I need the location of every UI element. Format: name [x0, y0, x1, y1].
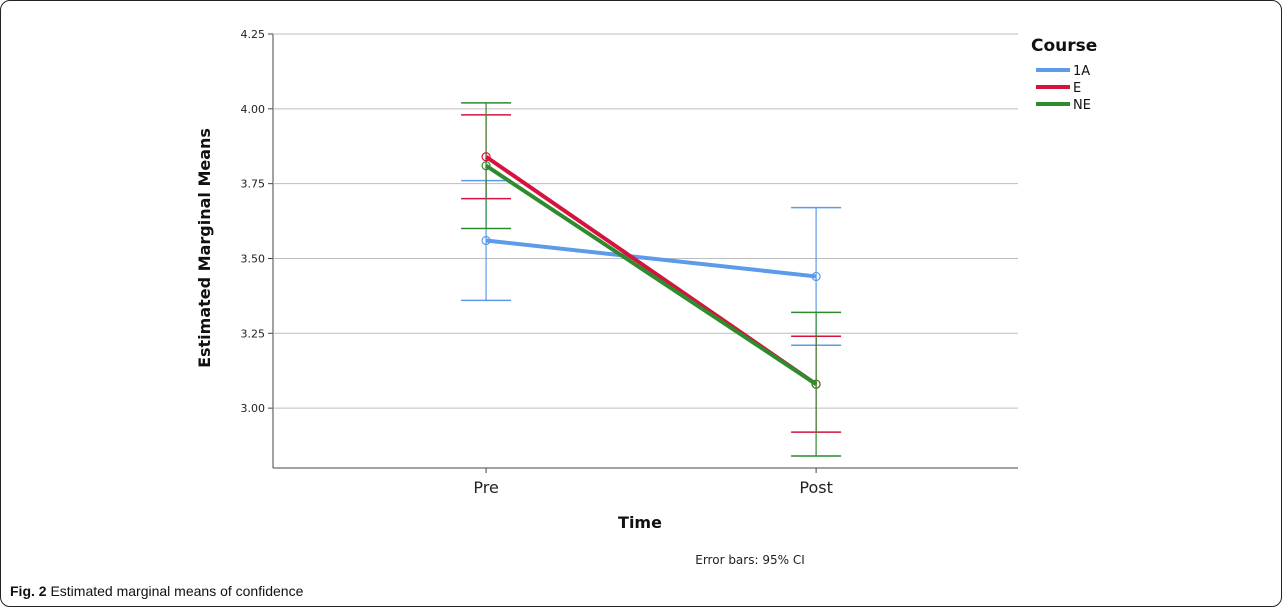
legend-item-label: NE: [1073, 98, 1091, 113]
legend-item-label: E: [1073, 81, 1081, 96]
caption-text: Estimated marginal means of confidence: [50, 583, 303, 599]
x-axis-label: Time: [618, 513, 662, 532]
y-tick-label: 3.50: [241, 252, 266, 265]
y-tick-label: 4.25: [241, 28, 266, 41]
legend-title: Course: [1031, 36, 1097, 56]
error-bar-note: Error bars: 95% CI: [695, 553, 804, 567]
y-tick-labels: 3.00 3.25 3.50 3.75 4.00 4.25: [241, 28, 266, 415]
y-tick-label: 3.00: [241, 402, 266, 415]
y-tick-label: 3.75: [241, 178, 266, 191]
legend: 1A E NE: [1036, 64, 1091, 113]
x-tick-label: Post: [799, 478, 832, 497]
y-tick-label: 4.00: [241, 103, 266, 116]
series-line-NE: [482, 162, 820, 388]
series-1A: [461, 181, 841, 346]
series-group: [461, 103, 841, 456]
caption-label: Fig. 2: [10, 583, 47, 599]
series-NE: [461, 103, 841, 456]
plot-area: [273, 34, 1018, 468]
y-axis-label: Estimated Marginal Means: [195, 128, 214, 368]
y-tick-label: 3.25: [241, 327, 266, 340]
grid-lines: [268, 34, 1018, 468]
legend-item-label: 1A: [1073, 64, 1090, 79]
x-tick-labels: Pre Post: [473, 468, 832, 497]
x-tick-label: Pre: [473, 478, 498, 497]
figure-caption: Fig. 2 Estimated marginal means of confi…: [10, 583, 303, 599]
series-line: [486, 166, 816, 384]
